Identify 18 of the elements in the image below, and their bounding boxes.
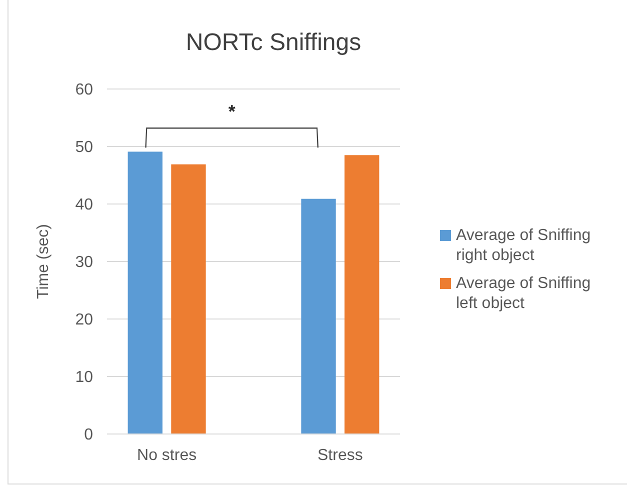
y-tick-label: 30	[75, 254, 94, 272]
y-tick-label: 50	[75, 139, 94, 156]
bar	[128, 152, 162, 434]
y-tick-label: 0	[84, 426, 94, 444]
x-tick-label: No stres	[137, 447, 197, 464]
legend-label: Average of Sniffing left object	[456, 275, 591, 312]
bar	[344, 155, 380, 434]
annotation: *	[228, 102, 236, 122]
y-tick-label: 10	[75, 369, 94, 386]
legend-label: Average of Sniffing right object	[456, 227, 591, 264]
bar	[171, 164, 206, 434]
bar	[301, 198, 336, 434]
y-tick-label: 60	[75, 82, 94, 99]
y-tick-label: 40	[75, 196, 94, 214]
y-tick-label: 20	[75, 312, 94, 329]
x-tick-label: Stress	[318, 447, 363, 464]
chart-title: NORTc Sniffings	[186, 29, 362, 56]
y-axis-title: Time (sec)	[35, 224, 52, 299]
